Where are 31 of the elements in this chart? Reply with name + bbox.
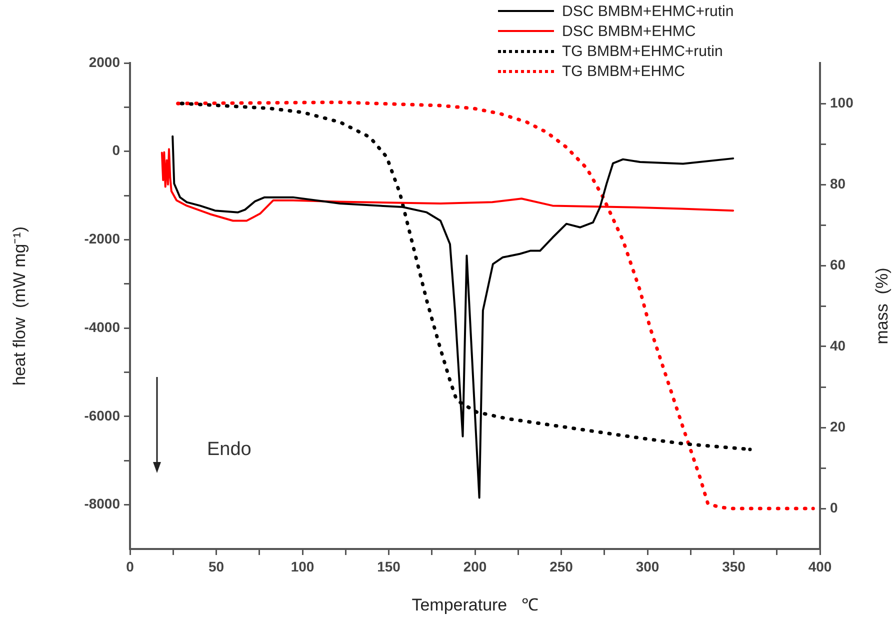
y-tick-label: -6000 bbox=[84, 407, 120, 424]
x-tick-label: 250 bbox=[550, 558, 574, 574]
legend-label: TG BMBM+EHMC bbox=[562, 62, 685, 80]
y-tick-label: -2000 bbox=[84, 230, 120, 247]
y-axis-title: heat flow (mW mg⁻¹) bbox=[10, 226, 29, 386]
y2-tick-label: 100 bbox=[830, 94, 854, 110]
x-tick-label: 400 bbox=[808, 558, 832, 574]
legend-label: DSC BMBM+EHMC+rutin bbox=[562, 2, 734, 20]
y-tick-label: 0 bbox=[112, 142, 120, 158]
x-tick-label: 50 bbox=[208, 558, 224, 574]
x-tick-label: 150 bbox=[377, 558, 401, 574]
y2-tick-label: 60 bbox=[830, 256, 846, 272]
y2-tick-label: 0 bbox=[830, 499, 838, 516]
x-tick-label: 0 bbox=[126, 558, 134, 574]
y-tick-label: -4000 bbox=[84, 318, 120, 335]
y2-tick-label: 40 bbox=[830, 337, 846, 354]
legend-label: TG BMBM+EHMC+rutin bbox=[562, 42, 723, 60]
x-tick-label: 300 bbox=[636, 558, 660, 574]
x-tick-label: 350 bbox=[722, 558, 746, 574]
legend-label: DSC BMBM+EHMC bbox=[562, 22, 696, 40]
y2-tick-label: 80 bbox=[830, 175, 846, 192]
x-tick-label: 100 bbox=[290, 558, 314, 574]
point bbox=[811, 506, 815, 510]
y2-axis-title: mass (%) bbox=[872, 268, 892, 344]
x-axis-title: Temperature ℃ bbox=[412, 595, 538, 614]
y2-tick-label: 20 bbox=[830, 418, 846, 434]
y-tick-label: -8000 bbox=[84, 496, 120, 512]
point bbox=[748, 448, 752, 452]
annotation: Endo bbox=[207, 439, 252, 460]
x-tick-label: 200 bbox=[463, 558, 487, 574]
y-tick-label: 2000 bbox=[88, 54, 120, 70]
